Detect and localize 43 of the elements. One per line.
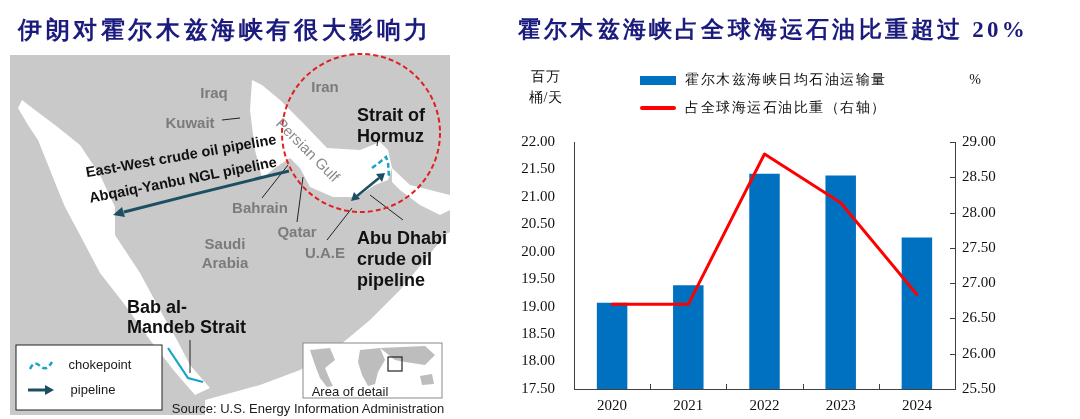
y-tick-label: 21.50	[521, 160, 555, 177]
x-tick-label: 2021	[673, 396, 704, 413]
text: pipeline	[70, 381, 116, 398]
text: 伊朗对霍尔木兹海峡有很大影响力	[18, 16, 432, 45]
text: Bab al-Mandeb Strait	[127, 297, 247, 337]
x-tick-label: 2022	[749, 396, 780, 413]
y2-tick-label: 27.50	[962, 238, 996, 255]
y2-axis-title: %	[968, 71, 982, 89]
y-tick-label: 18.50	[521, 325, 555, 342]
text: Area of detail	[311, 383, 389, 400]
text: Abu Dhabi crude oil pipeline	[357, 228, 448, 291]
chart-title: 霍尔木兹海峡占全球海运石油比重超过 20%	[518, 16, 1028, 44]
text: Strait of Hormuz	[357, 105, 426, 147]
y2-tick-label: 28.00	[962, 203, 996, 220]
y2-tick-label: 29.00	[962, 132, 996, 149]
text: U.A.E	[304, 244, 346, 262]
text: Iraq	[200, 84, 228, 102]
x-tick-label: 2020	[597, 396, 628, 413]
text: Qatar	[277, 223, 317, 241]
x-tick-label: 2024	[901, 396, 933, 413]
y2-tick-label: 28.50	[962, 168, 996, 185]
text: Iran	[311, 78, 339, 96]
text: Kuwait	[165, 114, 215, 132]
y-tick-label: 20.50	[521, 215, 555, 232]
legend-label: 占全球海运石油比重（右轴）	[685, 99, 887, 117]
x-tick-label: 2023	[825, 396, 856, 413]
source-note: Source: U.S. Energy Information Administration	[171, 400, 445, 417]
y2-tick-label: 26.00	[962, 344, 996, 361]
text: Saudi Arabia	[200, 234, 250, 272]
y-tick-label: 18.00	[521, 352, 555, 369]
y-tick-label: 21.00	[521, 187, 555, 204]
text: chokepoint	[68, 356, 132, 373]
legend-label: 霍尔木兹海峡日均石油运输量	[685, 71, 887, 89]
y-tick-label: 22.00	[521, 132, 555, 149]
y-tick-label: 20.00	[521, 242, 555, 259]
y-tick-label: 19.50	[521, 270, 555, 287]
y2-tick-label: 27.00	[962, 274, 996, 291]
y-tick-label: 17.50	[521, 379, 555, 396]
y-tick-label: 19.00	[521, 297, 555, 314]
y2-tick-label: 26.50	[962, 309, 996, 326]
text: Bahrain	[232, 199, 288, 217]
y-axis-title: 百万桶/天	[527, 68, 565, 107]
y2-tick-label: 25.50	[962, 379, 996, 396]
